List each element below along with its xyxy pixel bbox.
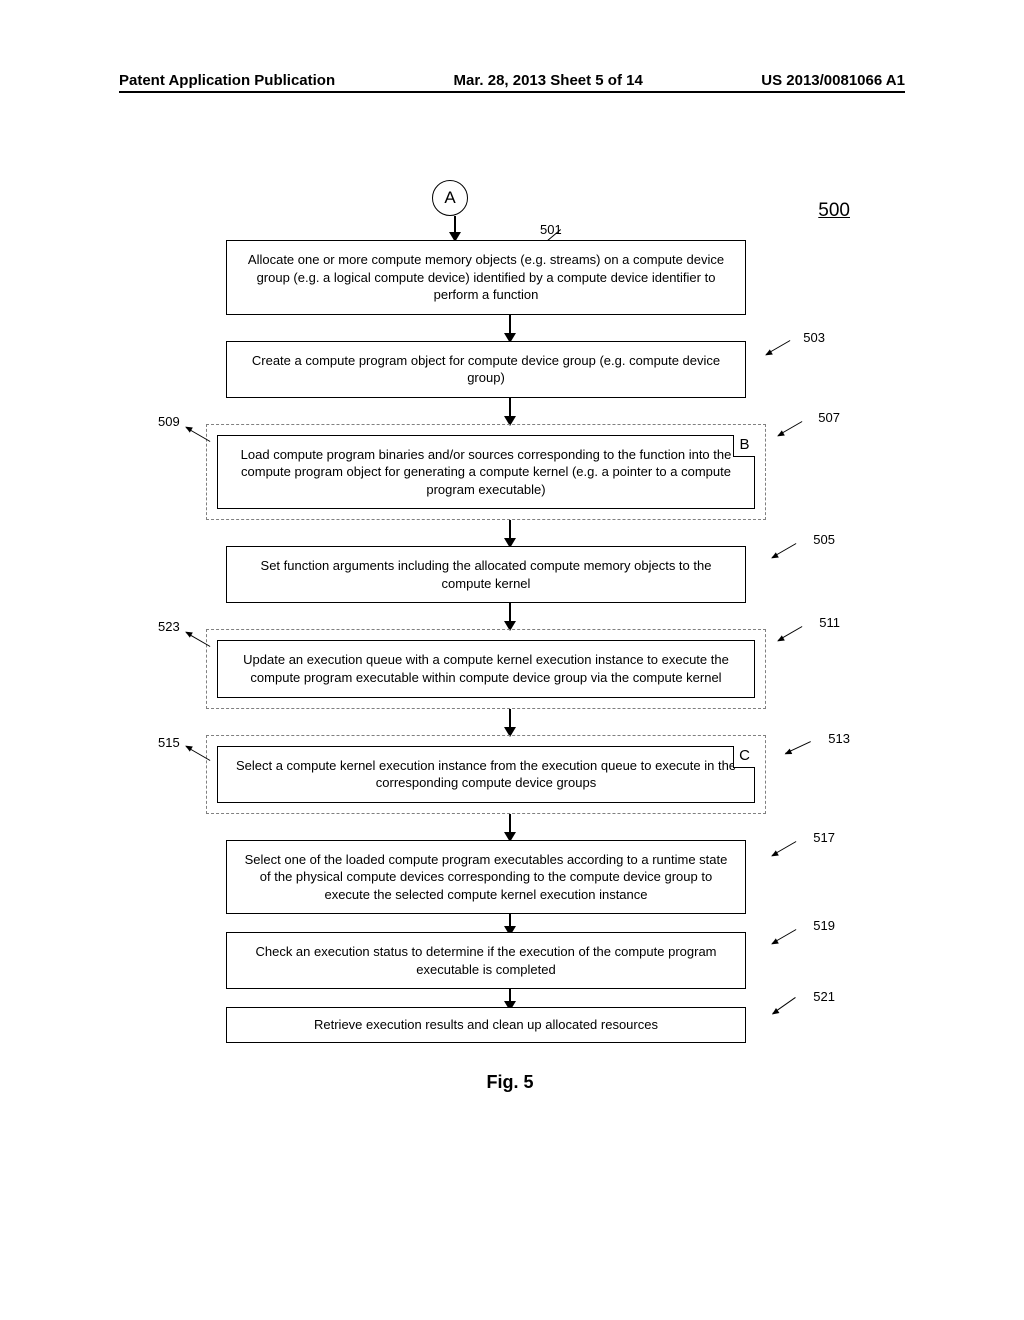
connector-a: A	[432, 180, 468, 216]
header-right: US 2013/0081066 A1	[761, 72, 905, 89]
ref-517-line	[772, 841, 797, 856]
box-521-text: Retrieve execution results and clean up …	[314, 1017, 658, 1032]
dashed-group-513: C Select a compute kernel execution inst…	[206, 735, 766, 814]
dashed-group-507: B Load compute program binaries and/or s…	[206, 424, 766, 521]
box-511: Update an execution queue with a compute…	[217, 640, 755, 697]
box-503-text: Create a compute program object for comp…	[252, 353, 720, 386]
ref-513-line	[785, 741, 811, 754]
box-507-text: Load compute program binaries and/or sou…	[241, 447, 732, 497]
box-513-text: Select a compute kernel execution instan…	[236, 758, 736, 791]
box-503: Create a compute program object for comp…	[226, 341, 746, 398]
figure-number: 500	[818, 200, 850, 222]
box-519: Check an execution status to determine i…	[226, 932, 746, 989]
ref-517: 517	[813, 830, 835, 845]
ref-503: 503	[803, 330, 825, 345]
ref-505: 505	[813, 532, 835, 547]
header-left: Patent Application Publication	[119, 72, 335, 89]
ref-507-line	[778, 421, 803, 436]
box-517-text: Select one of the loaded compute program…	[245, 852, 728, 902]
box-501: Allocate one or more compute memory obje…	[226, 240, 746, 315]
box-505-text: Set function arguments including the all…	[261, 558, 712, 591]
ref-503-line	[766, 340, 791, 355]
ref-523: 523	[158, 619, 180, 634]
box-505: Set function arguments including the all…	[226, 546, 746, 603]
ref-513: 513	[828, 731, 850, 746]
ref-515: 515	[158, 735, 180, 750]
ref-505-line	[772, 543, 797, 558]
header-center: Mar. 28, 2013 Sheet 5 of 14	[454, 72, 643, 89]
ref-511-line	[778, 627, 803, 642]
box-519-text: Check an execution status to determine i…	[255, 944, 716, 977]
box-521: Retrieve execution results and clean up …	[226, 1007, 746, 1043]
box-511-text: Update an execution queue with a compute…	[243, 652, 729, 685]
box-507: B Load compute program binaries and/or s…	[217, 435, 755, 510]
dashed-group-511: Update an execution queue with a compute…	[206, 629, 766, 708]
ref-507: 507	[818, 410, 840, 425]
ref-521: 521	[813, 989, 835, 1004]
box-513: C Select a compute kernel execution inst…	[217, 746, 755, 803]
ref-511: 511	[819, 615, 840, 630]
ref-519: 519	[813, 918, 835, 933]
ref-519-line	[772, 929, 797, 944]
box-517: Select one of the loaded compute program…	[226, 840, 746, 915]
corner-b: B	[733, 435, 755, 457]
ref-509: 509	[158, 414, 180, 429]
box-501-text: Allocate one or more compute memory obje…	[248, 252, 724, 302]
figure-caption: Fig. 5	[140, 1072, 880, 1093]
corner-c: C	[733, 746, 755, 768]
page-header: Patent Application Publication Mar. 28, …	[119, 72, 905, 93]
